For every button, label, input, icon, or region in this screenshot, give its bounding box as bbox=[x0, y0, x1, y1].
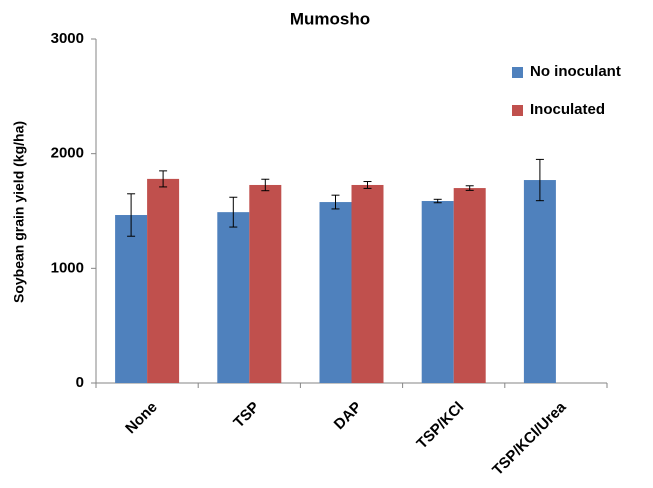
y-tick-label: 2000 bbox=[51, 145, 84, 162]
x-tick-label: DAP bbox=[331, 399, 365, 433]
error-bar bbox=[159, 170, 168, 188]
bar bbox=[115, 215, 148, 383]
x-tick-label: TSP/KCl/Urea bbox=[489, 398, 570, 479]
y-tick-label: 0 bbox=[76, 374, 84, 391]
y-tick-label: 1000 bbox=[51, 259, 84, 276]
legend-label: No inoculant bbox=[530, 63, 621, 80]
bar bbox=[523, 180, 556, 383]
error-bar bbox=[535, 158, 544, 202]
error-bar bbox=[433, 198, 442, 204]
bar bbox=[249, 184, 282, 383]
error-bar bbox=[261, 178, 270, 192]
error-bar bbox=[331, 194, 340, 210]
bar bbox=[319, 202, 352, 383]
error-bar bbox=[229, 196, 238, 228]
legend-swatch bbox=[512, 105, 523, 116]
legend-swatch bbox=[512, 67, 523, 78]
y-tick-label: 3000 bbox=[51, 30, 84, 47]
error-bar bbox=[465, 185, 474, 191]
error-bar bbox=[127, 193, 136, 237]
y-axis-label: Soybean grain yield (kg/ha) bbox=[11, 121, 27, 303]
error-bar bbox=[363, 181, 372, 189]
x-tick-label: TSP/KCl bbox=[413, 399, 467, 453]
chart-title: Mumosho bbox=[290, 9, 370, 28]
bar bbox=[351, 184, 384, 383]
legend-label: Inoculated bbox=[530, 101, 605, 118]
x-tick-label: TSP bbox=[230, 399, 263, 432]
x-tick-label: None bbox=[122, 399, 161, 438]
bar bbox=[421, 201, 454, 383]
bar bbox=[147, 178, 180, 383]
bar bbox=[217, 212, 250, 383]
bar bbox=[453, 188, 486, 383]
